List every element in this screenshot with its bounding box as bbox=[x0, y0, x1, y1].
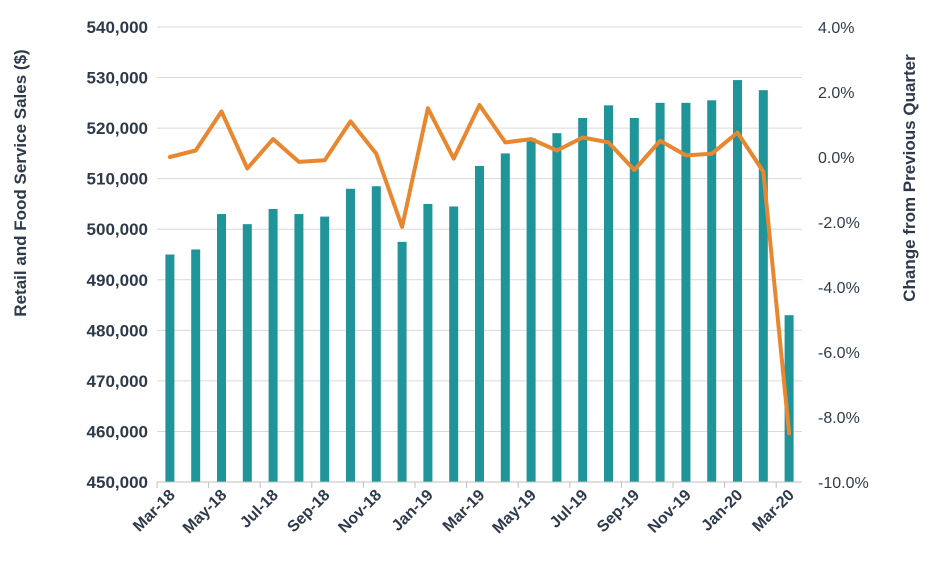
y-tick-label-left: 520,000 bbox=[87, 119, 148, 138]
bar bbox=[346, 188, 355, 482]
bar bbox=[733, 80, 742, 482]
bar bbox=[758, 90, 768, 482]
line-series bbox=[167, 103, 792, 436]
y-axis-title-left: Retail and Food Service Sales ($) bbox=[11, 49, 30, 316]
bar bbox=[681, 102, 691, 482]
bar-series bbox=[165, 80, 794, 483]
bar bbox=[371, 186, 381, 482]
y-tick-label-right: 4.0% bbox=[818, 20, 854, 37]
bar bbox=[655, 102, 665, 482]
x-tick-label: May-18 bbox=[180, 487, 230, 537]
x-tick-label: Jul-19 bbox=[547, 487, 592, 532]
x-tick-label: Mar-18 bbox=[130, 487, 179, 536]
bar bbox=[217, 214, 226, 483]
x-tick-label: Nov-18 bbox=[335, 487, 385, 537]
y-tick-label-left: 470,000 bbox=[87, 372, 148, 391]
x-tick-label: Jan-20 bbox=[698, 487, 746, 535]
x-tick-label: Nov-19 bbox=[645, 487, 695, 537]
bar bbox=[191, 249, 201, 482]
y-axis-title-right: Change from Previous Quarter bbox=[900, 54, 919, 302]
y-tick-label-right: -4.0% bbox=[818, 280, 860, 297]
bar bbox=[552, 133, 562, 482]
x-tick-label: Sep-18 bbox=[284, 487, 333, 536]
y-tick-label-right: -8.0% bbox=[818, 410, 860, 427]
y-tick-label-left: 480,000 bbox=[87, 321, 148, 340]
y-tick-label-right: 2.0% bbox=[818, 85, 854, 102]
bar bbox=[268, 209, 278, 482]
y-tick-label-left: 490,000 bbox=[87, 271, 148, 290]
bar bbox=[165, 254, 175, 482]
bar bbox=[423, 203, 433, 482]
y-tick-label-left: 510,000 bbox=[87, 170, 148, 189]
x-tick-label: Jul-18 bbox=[237, 487, 282, 532]
x-tick-label: Mar-20 bbox=[749, 487, 798, 536]
x-tick-label: Sep-19 bbox=[594, 487, 643, 536]
bar bbox=[784, 315, 794, 482]
y-tick-label-left: 540,000 bbox=[87, 18, 148, 37]
y-tick-label-right: -2.0% bbox=[818, 215, 860, 232]
bar bbox=[242, 224, 252, 482]
x-tick-label: Jan-19 bbox=[389, 487, 437, 535]
bar bbox=[397, 241, 407, 482]
bar bbox=[604, 105, 613, 482]
y-tick-label-right: -6.0% bbox=[818, 345, 860, 362]
bar bbox=[475, 166, 484, 482]
bar bbox=[629, 118, 639, 482]
bar bbox=[449, 206, 459, 482]
y-tick-label-right: 0.0% bbox=[818, 150, 854, 167]
bar bbox=[294, 214, 304, 483]
bar bbox=[707, 100, 717, 483]
y-tick-label-right: -10.0% bbox=[818, 475, 869, 492]
x-tick-label: May-19 bbox=[490, 487, 540, 537]
y-tick-label-left: 450,000 bbox=[87, 473, 148, 492]
y-tick-label-left: 460,000 bbox=[87, 422, 148, 441]
bar bbox=[500, 153, 510, 482]
y-tick-label-left: 530,000 bbox=[87, 69, 148, 88]
bar bbox=[320, 216, 330, 483]
y-tick-label-left: 500,000 bbox=[87, 220, 148, 239]
x-tick-label: Mar-19 bbox=[440, 487, 489, 536]
bar bbox=[578, 118, 588, 482]
bar bbox=[526, 138, 536, 482]
axes bbox=[156, 481, 802, 488]
line-change-series bbox=[167, 103, 792, 436]
